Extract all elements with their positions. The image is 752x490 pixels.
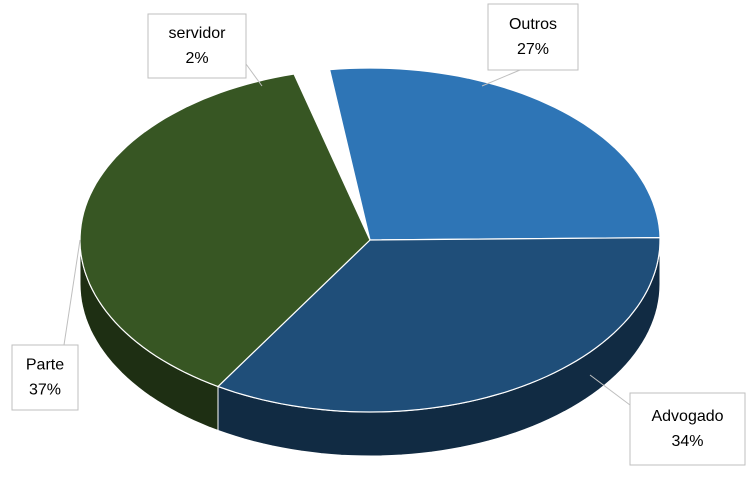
- slice-label: Parte: [26, 357, 64, 374]
- label-box: [147, 13, 247, 79]
- label-box: [629, 392, 746, 466]
- slice: [216, 236, 661, 413]
- slice-label: Advogado: [651, 408, 723, 425]
- label-box: [487, 3, 579, 71]
- slice: [288, 56, 367, 228]
- label-box: [11, 344, 79, 411]
- leader-line: [63, 239, 81, 346]
- slice-label: Outros: [509, 16, 557, 33]
- slice: [79, 73, 371, 388]
- leader-line: [589, 374, 631, 406]
- slice-value-label: 34%: [671, 433, 703, 450]
- slice-label: servidor: [169, 25, 227, 42]
- leader-line: [481, 69, 521, 87]
- slice-value-label: 27%: [517, 41, 549, 58]
- slice: [328, 67, 661, 241]
- slice-value-label: 2%: [185, 50, 208, 67]
- slice-value-label: 37%: [29, 382, 61, 399]
- leader-line: [245, 63, 263, 87]
